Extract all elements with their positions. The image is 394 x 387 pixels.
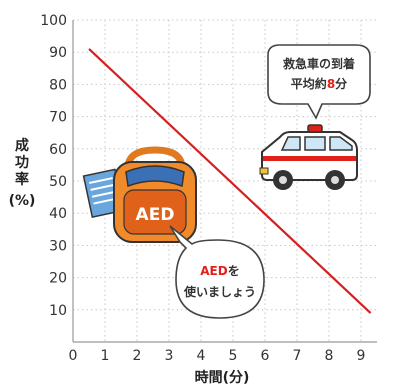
y-tick-labels: 10 20 30 40 50 60 70 80 90 100 <box>40 13 67 319</box>
y-axis-label-char-1: 成 <box>15 137 29 154</box>
x-tick-label-0: 0 <box>69 348 78 364</box>
aed-bubble-line-2: 使いましょう <box>183 284 256 299</box>
x-tick-label-6: 6 <box>261 348 270 364</box>
aed-device-label: AED <box>136 205 175 225</box>
aed-speech-bubble: AEDを 使いましょう <box>169 225 265 319</box>
x-tick-labels: 0 1 2 3 4 5 6 7 8 9 <box>69 348 366 364</box>
x-axis-label: 時間(分) <box>195 369 250 386</box>
y-tick-label-60: 60 <box>49 142 67 158</box>
y-tick-label-30: 30 <box>49 238 67 254</box>
aed-device-icon: AED <box>82 146 197 243</box>
ambulance-icon <box>259 124 358 190</box>
aed-bubble-particle: を <box>228 264 240 278</box>
ambulance-bubble-prefix: 平均約 <box>291 76 327 91</box>
y-tick-label-90: 90 <box>49 45 67 61</box>
aed-bubble-line-1: AEDを <box>200 264 239 278</box>
y-tick-label-40: 40 <box>49 206 67 222</box>
x-tick-label-2: 2 <box>133 348 142 364</box>
ambulance-bubble-line-1: 救急車の到着 <box>283 56 355 71</box>
y-tick-label-10: 10 <box>49 303 67 319</box>
x-tick-label-9: 9 <box>357 348 366 364</box>
x-tick-label-7: 7 <box>293 348 302 364</box>
ambulance-speech-bubble: 救急車の到着 平均約8分 <box>267 44 371 120</box>
y-tick-label-100: 100 <box>40 13 67 29</box>
ambulance-bubble-number: 8 <box>327 77 335 91</box>
aed-bubble-aed-word: AED <box>200 264 227 278</box>
y-tick-label-80: 80 <box>49 77 67 93</box>
x-tick-label-4: 4 <box>197 348 206 364</box>
y-axis-label: 成 功 率 (%) <box>9 137 36 209</box>
y-axis-label-char-4: (%) <box>9 193 36 209</box>
y-axis-label-char-3: 率 <box>15 171 29 188</box>
x-tick-label-8: 8 <box>325 348 334 364</box>
ambulance-bubble-suffix: 分 <box>335 76 347 91</box>
y-axis-label-char-2: 功 <box>15 155 29 171</box>
y-tick-label-70: 70 <box>49 110 67 126</box>
y-tick-label-20: 20 <box>49 271 67 287</box>
series-line <box>88 48 372 314</box>
axes <box>72 20 377 343</box>
ambulance-bubble-line-2: 平均約8分 <box>291 76 347 91</box>
x-tick-label-3: 3 <box>165 348 174 364</box>
y-tick-label-50: 50 <box>49 174 67 190</box>
x-tick-label-5: 5 <box>229 348 238 364</box>
x-tick-label-1: 1 <box>101 348 110 364</box>
